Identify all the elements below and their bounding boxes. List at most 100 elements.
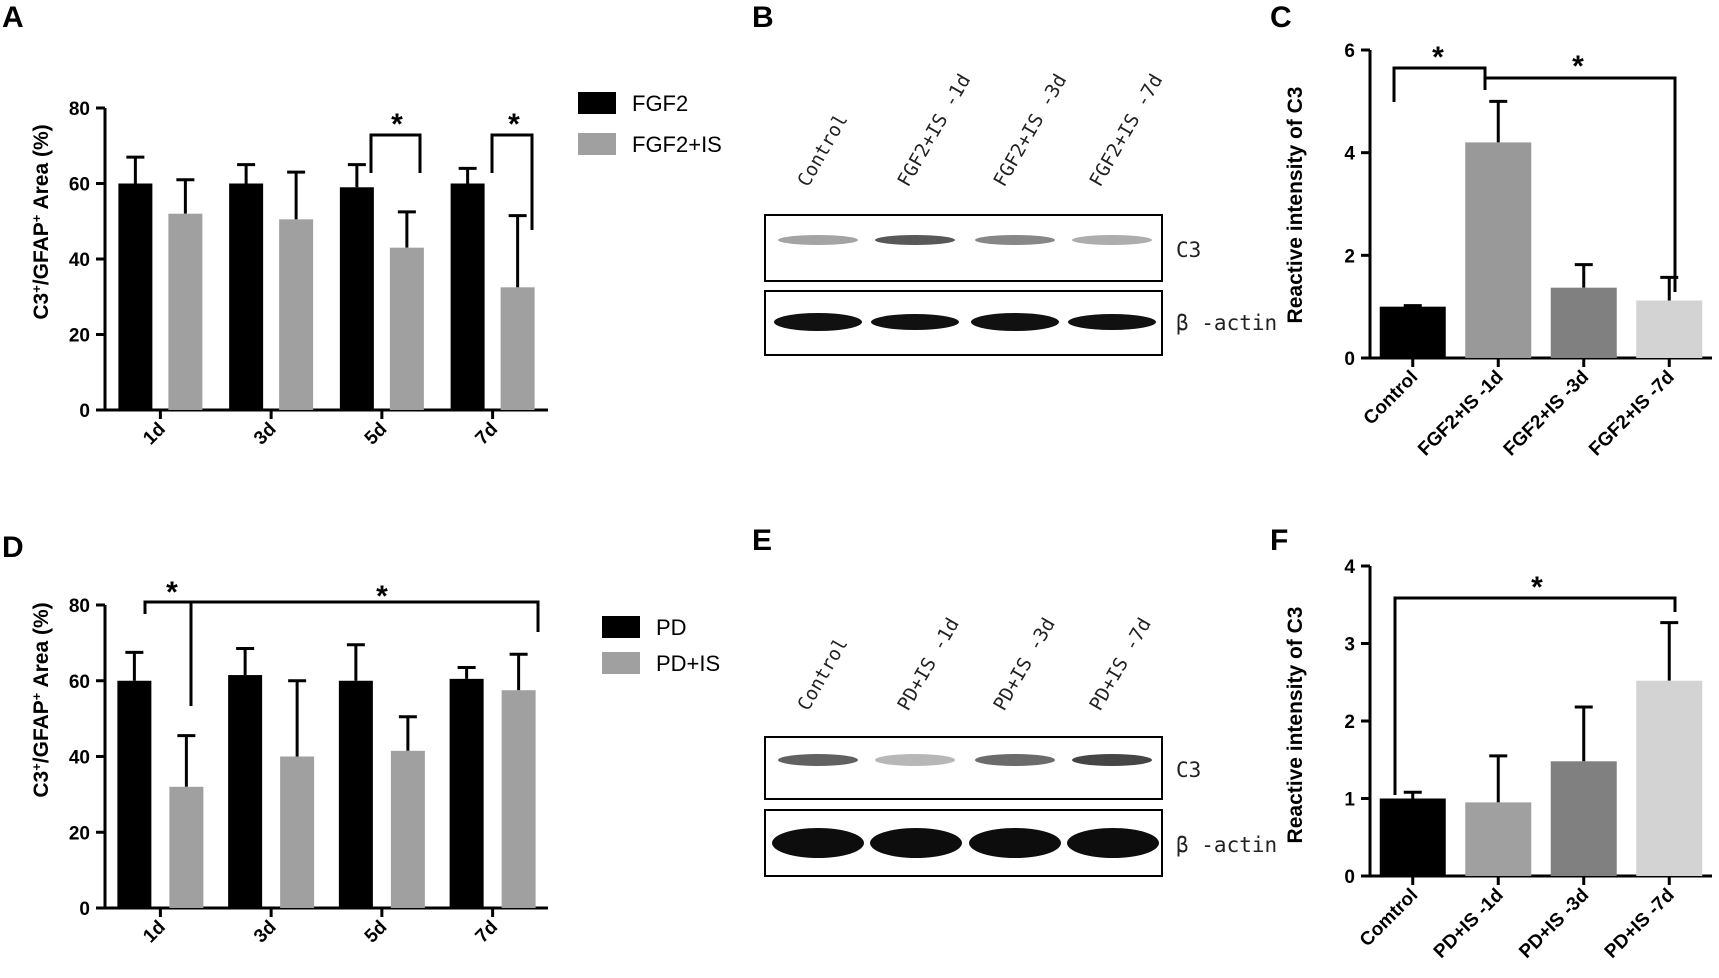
y-tick-label: 4 [1344, 557, 1355, 578]
panel-letter-f: F [1270, 524, 1288, 557]
significance-star: * [1432, 41, 1444, 74]
chart-d: C3+/GFAP+ Area (%) PD PD+IS * * 0 20 40 60 8… [29, 576, 721, 947]
lane-label: Control [793, 110, 852, 190]
y-tick-label: 2 [1344, 712, 1355, 733]
x-tick-label: FGF2+IS -7d [1585, 367, 1679, 461]
legend-a: FGF2 FGF2+IS [578, 91, 722, 157]
western-blot-e: Control PD+IS -1d PD+IS -3d PD+IS -7d C3… [764, 614, 1277, 877]
legend-swatch-fgf2-is [578, 133, 616, 155]
panel-letter-b: B [752, 1, 774, 34]
band-label-c3: C3 [1176, 238, 1201, 262]
c3-band [975, 754, 1055, 766]
chart-c: Reactive intensity of C3 * * 0 2 4 6 Control… [1284, 41, 1712, 460]
bar [501, 690, 536, 908]
bar [339, 187, 374, 410]
y-tick-label: 0 [79, 401, 90, 422]
bar [229, 183, 264, 410]
c3-blot-strip [764, 736, 1163, 800]
x-tick-label: 1d [139, 419, 170, 450]
legend-label-fgf2-is: FGF2+IS [632, 132, 722, 157]
bar [280, 756, 315, 908]
band-label-actin: β -actin [1176, 833, 1277, 857]
x-tick-label: FGF2+IS -3d [1500, 367, 1594, 461]
significance-star: * [376, 580, 388, 613]
x-tick-label: 5d [361, 419, 392, 450]
significance-star: * [1531, 571, 1543, 604]
y-axis-label-f: Reactive intensity of C3 [1284, 607, 1307, 844]
y-axis-label-a: C3+/GFAP+ Area (%) [29, 124, 54, 319]
legend-label-pd: PD [656, 615, 687, 640]
x-tick-label: 3d [250, 419, 281, 450]
y-tick-label: 0 [1344, 349, 1355, 370]
legend-swatch-pd-is [602, 652, 640, 674]
actin-bands [772, 828, 1159, 858]
c3-band [875, 235, 955, 245]
western-blot-b: Control FGF2+IS -1d FGF2+IS -3d FGF2+IS … [764, 71, 1277, 356]
y-tick-label: 0 [1344, 867, 1355, 888]
c3-band [778, 754, 858, 766]
bar [1379, 798, 1446, 876]
lane-label: FGF2+IS -1d [893, 71, 975, 191]
significance-star: * [391, 108, 403, 141]
c3-band [875, 754, 955, 766]
bar [118, 183, 153, 410]
lane-label: PD+IS -3d [989, 614, 1060, 714]
panel-letter-a: A [2, 1, 24, 34]
bar [1550, 761, 1617, 876]
c3-bands [778, 754, 1152, 766]
panel-letter-e: E [752, 524, 772, 557]
bar [117, 680, 152, 908]
significance-brackets-a: * * [369, 108, 534, 230]
y-tick-label: 6 [1344, 41, 1355, 62]
y-tick-label: 40 [69, 748, 90, 769]
lane-label: PD+IS -1d [893, 614, 964, 714]
legend-d: PD PD+IS [602, 615, 720, 676]
y-tick-label: 1 [1344, 790, 1355, 811]
significance-star: * [166, 576, 178, 609]
c3-band [1072, 235, 1152, 245]
c3-band [1072, 754, 1152, 766]
c3-blot-strip [764, 214, 1163, 282]
legend-swatch-fgf2 [578, 92, 616, 114]
y-tick-label: 4 [1344, 144, 1355, 165]
x-tick-label: Comtrol [1356, 885, 1422, 951]
x-tick-label: 3d [250, 917, 281, 948]
bar [389, 247, 424, 410]
x-tick-label: 7d [472, 419, 503, 450]
x-tick-label: PD+IS -3d [1515, 885, 1593, 963]
c3-band [778, 235, 858, 245]
significance-star: * [508, 108, 520, 141]
y-tick-label: 20 [69, 326, 90, 347]
bar [1636, 300, 1703, 358]
bar [1636, 680, 1703, 876]
x-tick-label: Control [1360, 367, 1423, 430]
x-tick-label: 5d [361, 917, 392, 948]
y-axis-label-c: Reactive intensity of C3 [1284, 87, 1307, 324]
bar [1379, 306, 1446, 358]
c3-bands [778, 235, 1152, 245]
x-tick-label: PD+IS -1d [1430, 885, 1508, 963]
y-tick-label: 3 [1344, 635, 1355, 656]
significance-brackets-c: * * [1392, 41, 1677, 292]
bar [168, 213, 203, 410]
bar [279, 219, 314, 410]
y-tick-label: 20 [69, 823, 90, 844]
significance-brackets-f: * [1393, 571, 1677, 795]
bar [228, 675, 263, 908]
band-label-actin: β -actin [1176, 311, 1277, 335]
bar [1550, 287, 1617, 358]
bar [1465, 142, 1532, 358]
bar [500, 287, 535, 410]
band-label-c3: C3 [1176, 758, 1201, 782]
lane-label: PD+IS -7d [1085, 614, 1156, 714]
y-tick-label: 0 [79, 899, 90, 920]
chart-a: C3+/GFAP+ Area (%) FGF2 FGF2+IS * * 0 20 4… [29, 91, 722, 449]
panel-letter-d: D [2, 531, 24, 564]
legend-label-fgf2: FGF2 [632, 91, 688, 116]
y-axis-label-d: C3+/GFAP+ Area (%) [29, 602, 54, 797]
x-tick-label: 1d [139, 917, 170, 948]
x-tick-label: 7d [472, 917, 503, 948]
bar [390, 750, 425, 908]
